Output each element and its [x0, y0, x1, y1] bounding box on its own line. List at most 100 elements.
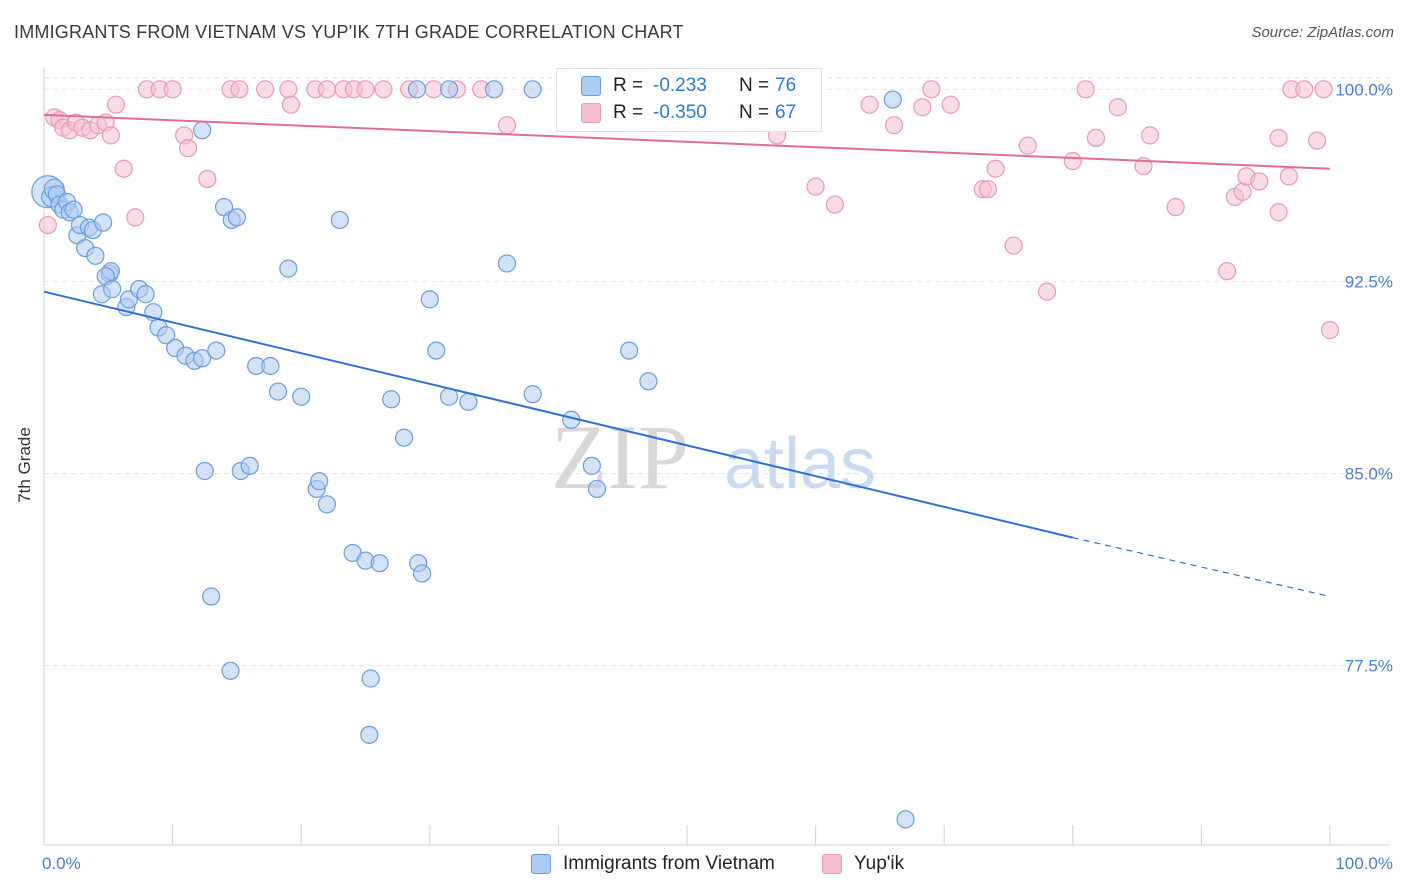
- vietnam-point: [221, 661, 240, 680]
- yupik-point: [1086, 128, 1106, 148]
- yupik-point: [1250, 172, 1269, 191]
- yupik-point: [1140, 126, 1160, 145]
- yupik-point: [114, 159, 133, 178]
- series-label-vietnam: Immigrants from Vietnam: [563, 853, 775, 874]
- yupik-point: [256, 80, 275, 99]
- legend-r-label: R =: [613, 102, 644, 123]
- yupik-point: [178, 139, 198, 158]
- yupik-point: [1269, 128, 1288, 148]
- watermark-atlas: atlas: [724, 424, 876, 504]
- y-tick-label: 100.0%: [1335, 80, 1393, 99]
- vietnam-point: [136, 285, 155, 304]
- vietnam-point: [485, 80, 504, 99]
- vietnam-point: [427, 341, 446, 360]
- vietnam-point: [587, 479, 607, 499]
- vietnam-point: [64, 200, 83, 219]
- vietnam-point: [370, 554, 389, 573]
- yupik-point: [1018, 136, 1037, 155]
- legend-swatch-blue: [581, 76, 601, 96]
- tick-labels: 100.0% 92.5% 85.0% 77.5% 0.0% 100.0%: [42, 80, 1393, 873]
- legend-n-label: N =: [739, 75, 770, 96]
- yupik-point: [1233, 182, 1252, 201]
- vietnam-point: [883, 90, 902, 109]
- yupik-point: [374, 80, 393, 99]
- legend-row-vietnam: R = -0.233 N = 76: [581, 73, 796, 99]
- series-legend-yupik: Yup'ik: [822, 850, 904, 878]
- source-label: Source: ZipAtlas.com: [1251, 24, 1394, 41]
- yupik-point: [317, 80, 337, 99]
- yupik-point: [884, 116, 904, 135]
- vietnam-point: [497, 254, 517, 273]
- vietnam-point: [330, 210, 349, 230]
- yupik-point: [424, 80, 443, 99]
- watermark: ZIP atlas: [551, 406, 876, 508]
- yupik-point: [978, 180, 998, 199]
- vietnam-point: [227, 208, 246, 227]
- yupik-point: [106, 95, 126, 114]
- yupik-point: [198, 169, 217, 189]
- yupik-point: [1076, 80, 1095, 99]
- yupik-point: [1037, 282, 1057, 301]
- axes: [43, 68, 1390, 846]
- vietnam-point: [261, 356, 280, 376]
- vietnam-point: [523, 385, 542, 404]
- vietnam-point: [394, 428, 414, 447]
- yupik-point: [1279, 167, 1298, 186]
- legend-row-yupik: R = -0.350 N = 67: [581, 100, 796, 126]
- y-axis-label: 7th Grade: [15, 427, 34, 503]
- yupik-point: [1218, 262, 1237, 281]
- vietnam-point: [86, 246, 105, 265]
- series-swatch-blue: [531, 854, 551, 874]
- vietnam-point: [240, 456, 259, 475]
- yupik-point: [1063, 151, 1082, 171]
- vietnam-points: [31, 80, 915, 829]
- y-tick-label: 92.5%: [1345, 272, 1393, 291]
- yupik-trend-line: [43, 113, 1331, 170]
- yupik-point: [1295, 80, 1314, 99]
- vietnam-point: [157, 326, 176, 345]
- vietnam-point: [360, 725, 379, 744]
- yupik-point: [38, 215, 57, 235]
- yupik-point: [1004, 236, 1023, 255]
- legend-r-value: -0.350: [653, 102, 707, 123]
- yupik-point: [279, 80, 298, 99]
- yupik-point: [126, 208, 145, 227]
- yupik-point: [941, 95, 960, 114]
- vietnam-point: [412, 564, 432, 583]
- vietnam-point: [279, 259, 298, 278]
- yupik-point: [163, 80, 182, 99]
- series-swatch-pink: [822, 854, 842, 874]
- yupik-point: [281, 95, 301, 114]
- yupik-point: [356, 80, 375, 99]
- vietnam-point: [195, 461, 214, 481]
- vietnam-point: [620, 341, 639, 360]
- vietnam-point: [292, 387, 311, 406]
- yupik-point: [806, 177, 825, 196]
- vietnam-point: [382, 390, 401, 409]
- vietnam-point: [103, 280, 122, 299]
- yupik-point: [922, 80, 941, 99]
- legend-n-value: 76: [775, 75, 797, 96]
- series-legend-vietnam: Immigrants from Vietnam: [531, 850, 775, 878]
- legend-n-label: N =: [739, 102, 770, 123]
- yupik-point: [986, 159, 1005, 178]
- yupik-point: [1269, 203, 1288, 222]
- vietnam-point: [193, 121, 212, 140]
- yupik-points: [38, 80, 1340, 340]
- vietnam-point: [268, 382, 288, 401]
- vietnam-point: [361, 669, 380, 688]
- regression-lines: [43, 113, 1331, 598]
- vietnam-point: [896, 810, 915, 829]
- yupik-point: [1166, 198, 1185, 217]
- yupik-point: [860, 95, 879, 114]
- x-tick-label: 0.0%: [42, 854, 81, 873]
- vietnam-point: [582, 456, 601, 475]
- legend-r-value: -0.233: [653, 75, 707, 96]
- vietnam-point: [523, 80, 542, 99]
- vietnam-point: [202, 587, 221, 606]
- series-label-yupik: Yup'ik: [854, 853, 905, 874]
- vietnam-point: [420, 290, 439, 309]
- yupik-point: [230, 80, 249, 99]
- chart-title: IMMIGRANTS FROM VIETNAM VS YUP'IK 7TH GR…: [14, 22, 684, 42]
